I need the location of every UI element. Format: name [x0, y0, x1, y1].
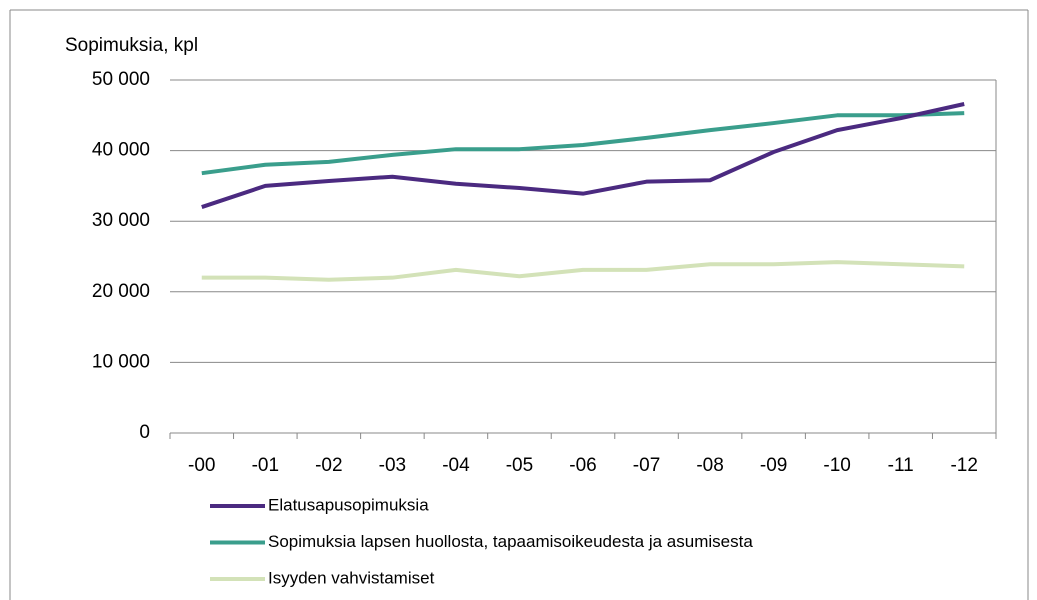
x-tick-label: -07 [633, 455, 660, 476]
x-tick-label: -11 [888, 455, 914, 476]
x-tick-label: -01 [252, 455, 279, 476]
y-tick-label: 50 000 [92, 69, 150, 90]
x-tick-label: -10 [823, 455, 850, 476]
x-tick-label: -03 [379, 455, 406, 476]
x-tick-label: -09 [760, 455, 787, 476]
y-tick-label: 20 000 [92, 281, 150, 302]
x-tick-label: -08 [696, 455, 723, 476]
x-tick-label: -02 [315, 455, 342, 476]
y-tick-label: 0 [139, 422, 150, 443]
legend-text: Sopimuksia lapsen huollosta, tapaamisoik… [268, 532, 753, 551]
series-line [201, 111, 965, 176]
legend-text: Isyyden vahvistamiset [268, 568, 435, 587]
x-tick-label: -04 [442, 455, 470, 476]
x-tick-label: -00 [188, 455, 215, 476]
y-tick-label: 10 000 [92, 351, 150, 372]
y-tick-label: 30 000 [92, 210, 150, 231]
series-line [201, 102, 965, 209]
y-tick-label: 40 000 [92, 140, 150, 161]
legend-text: Elatusapusopimuksia [268, 495, 429, 514]
x-tick-label: -06 [569, 455, 596, 476]
y-axis-label: Sopimuksia, kpl [65, 35, 198, 56]
x-tick-label: -12 [950, 455, 977, 476]
x-tick-label: -05 [506, 455, 533, 476]
series-line [201, 260, 965, 282]
